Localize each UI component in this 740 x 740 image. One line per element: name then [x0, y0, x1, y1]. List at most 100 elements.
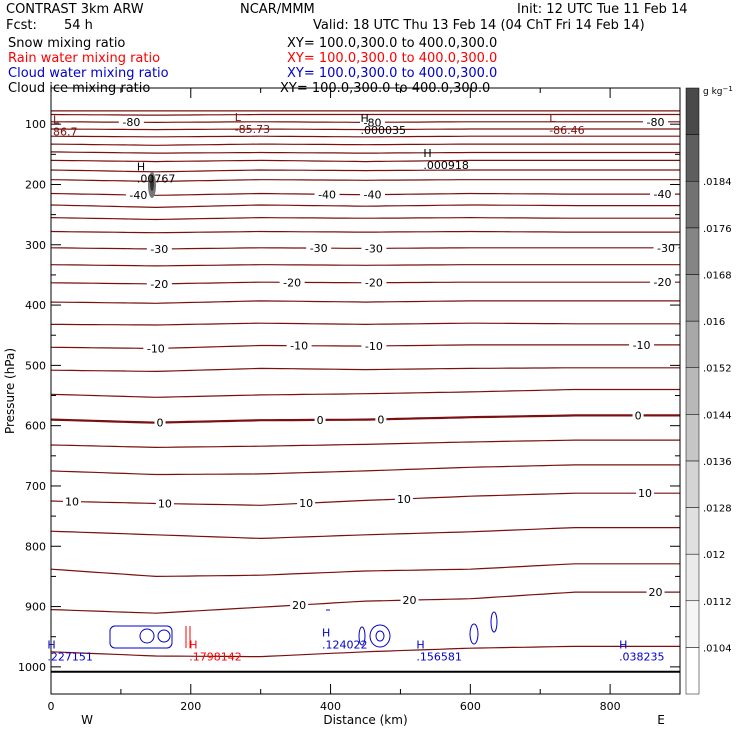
temperature-contour	[50, 216, 680, 221]
contour-label-bg	[636, 487, 655, 500]
temperature-contour	[50, 439, 680, 449]
x-tick-label: 0	[48, 700, 55, 713]
low-value: -86.46	[549, 124, 584, 137]
high-value: .000035	[360, 124, 406, 137]
forecast-hours: 54 h	[64, 18, 93, 33]
temperature-contour	[51, 322, 680, 326]
contour-label: 0	[157, 417, 164, 430]
legend-snow: Snow mixing ratio	[8, 36, 126, 51]
contour-label-bg	[359, 188, 385, 201]
org-label: NCAR/MMM	[240, 2, 315, 17]
colorbar-bin	[685, 320, 700, 368]
colorbar-bin	[685, 367, 700, 415]
temperature-contour	[50, 264, 680, 267]
x-tick-label: 600	[460, 700, 481, 713]
legend-rain: Rain water mixing ratio	[8, 51, 161, 66]
high-marker: H	[360, 112, 368, 125]
temperature-contour	[50, 169, 680, 173]
contour-label: -80	[122, 116, 140, 129]
contour-label: -30	[150, 243, 168, 256]
west-label: W	[81, 713, 93, 727]
contour-label-bg	[314, 413, 326, 426]
high-marker: H	[423, 147, 431, 160]
temperature-contour	[50, 128, 680, 131]
contour-label: 20	[292, 599, 306, 612]
colorbar-tick-label: .0152	[703, 364, 732, 375]
colorbar-tick-label: .0184	[703, 177, 732, 188]
contour-label-bg	[306, 242, 332, 255]
colorbar-bin	[685, 600, 700, 648]
contour-label-bg	[286, 339, 312, 352]
contour-label: 10	[299, 497, 313, 510]
colorbar-tick-label: .0176	[703, 224, 732, 235]
contour-label-bg	[155, 497, 174, 510]
x-tick-label: 200	[180, 700, 201, 713]
contour-label: 10	[638, 487, 652, 500]
colorbar-tick-label: .0136	[703, 457, 732, 468]
contour-label: 20	[403, 594, 417, 607]
contour-label-bg	[400, 594, 419, 607]
colorbar-bin	[685, 134, 700, 182]
y-tick-label: 100	[25, 118, 46, 131]
high-value: .1798142	[189, 651, 242, 664]
colorbar-bin	[685, 507, 700, 555]
y-tick-label: 1000	[18, 661, 46, 674]
y-tick-label: 400	[25, 299, 46, 312]
low-marker: L	[235, 111, 242, 124]
colorbar-bin	[685, 647, 700, 695]
contour-label: -20	[283, 276, 301, 289]
cloud-water-contour	[369, 624, 391, 648]
temperature-contour	[50, 151, 680, 154]
colorbar-tick-label: .0128	[703, 504, 732, 515]
contour-label: 20	[649, 586, 663, 599]
colorbar-bin	[685, 227, 700, 275]
high-marker: H	[619, 639, 627, 652]
contour-label-bg	[290, 598, 309, 611]
contour-label: 10	[158, 498, 172, 511]
contour-label-bg	[359, 116, 385, 129]
contour-label-bg	[361, 339, 387, 352]
legend-cloud-water-xy: XY= 100.0,300.0 to 400.0,300.0	[287, 66, 498, 81]
y-tick-label: 500	[25, 359, 46, 372]
contour-label: -80	[647, 116, 665, 129]
cloud-water-contour	[157, 629, 171, 643]
snow-patch	[148, 172, 156, 198]
contour-label-bg	[154, 416, 166, 429]
contour-label-bg	[361, 242, 387, 255]
temperature-contour	[50, 113, 680, 116]
colorbar-bin	[685, 274, 700, 322]
y-tick-label: 200	[25, 178, 46, 191]
temperature-contour	[50, 367, 680, 373]
temperature-contour	[50, 143, 680, 146]
colorbar-bin	[685, 180, 700, 229]
contour-label-bg	[643, 115, 669, 128]
init-time: Init: 12 UTC Tue 11 Feb 14	[517, 2, 688, 17]
colorbar-tick-label: .0104	[703, 643, 732, 654]
high-value: .038235	[619, 651, 665, 664]
x-axis-label: Distance (km)	[323, 713, 407, 727]
contour-label: 0	[635, 409, 642, 422]
contour-label-bg	[361, 276, 387, 289]
contour-label: -40	[129, 189, 147, 202]
colorbar-tick-label: .0144	[703, 410, 732, 421]
contour-label: 10	[397, 493, 411, 506]
contour-label-bg	[314, 188, 340, 201]
legend-cloud-water: Cloud water mixing ratio	[8, 66, 169, 81]
contour-label-bg	[146, 277, 172, 290]
contour-label: -40	[654, 188, 672, 201]
temperature-contour	[50, 492, 680, 506]
contour-label: -10	[290, 340, 308, 353]
contour-label-bg	[125, 189, 151, 202]
high-marker: H	[322, 627, 330, 640]
forecast-label: Fcst:	[6, 18, 37, 33]
temperature-contour	[50, 159, 680, 163]
contour-label-bg	[279, 276, 305, 289]
contour-label-bg	[650, 276, 676, 289]
y-tick-label: 700	[25, 480, 46, 493]
cloud-water-contour	[139, 628, 155, 644]
contour-label: -40	[364, 189, 382, 202]
colorbar-bin	[685, 87, 700, 135]
colorbar-tick-label: .016	[703, 317, 725, 328]
contour-label-bg	[394, 492, 413, 505]
temperature-contour	[50, 645, 680, 658]
